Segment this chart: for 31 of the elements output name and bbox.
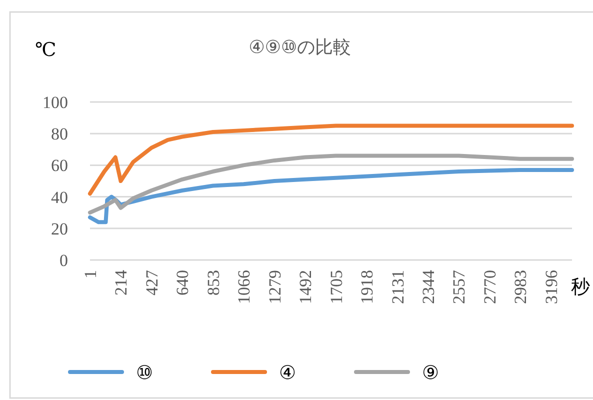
x-tick-label: 427 <box>142 270 162 296</box>
y-tick-label: 100 <box>42 93 68 112</box>
y-tick-label: 0 <box>60 251 68 270</box>
legend-label: ⑩ <box>136 362 154 384</box>
line-series <box>88 168 574 224</box>
y-tick-label: 80 <box>51 124 68 144</box>
x-tick-label: 2557 <box>450 270 469 304</box>
line-series <box>88 154 574 215</box>
x-tick-label: 640 <box>173 270 192 296</box>
x-tick-label: 1 <box>81 270 100 278</box>
x-tick-label: 2770 <box>480 270 500 304</box>
x-tick-label: 2344 <box>419 270 438 304</box>
legend-label: ④ <box>279 362 296 384</box>
y-tick-label: 40 <box>51 188 68 207</box>
y-axis-title: ℃ <box>35 40 56 61</box>
x-tick-label: 2131 <box>388 270 408 304</box>
x-tick-label: 1705 <box>326 270 346 304</box>
line-series <box>88 124 574 196</box>
x-tick-label: 1492 <box>296 270 316 304</box>
x-axis-title: 秒 <box>571 277 590 298</box>
x-tick-label: 3196 <box>542 270 561 304</box>
x-tick-label: 2983 <box>511 270 530 304</box>
x-tick-label: 853 <box>204 270 223 296</box>
x-tick-label: 1066 <box>234 270 254 304</box>
x-tick-label: 1279 <box>265 270 284 304</box>
y-tick-label: 20 <box>51 219 68 238</box>
x-tick-label: 214 <box>112 270 131 296</box>
chart-title: ④⑨⑩の比較 <box>248 37 352 58</box>
x-tick-label: 1918 <box>358 270 377 304</box>
y-tick-label: 60 <box>51 156 68 176</box>
legend-label: ⑨ <box>422 362 440 384</box>
